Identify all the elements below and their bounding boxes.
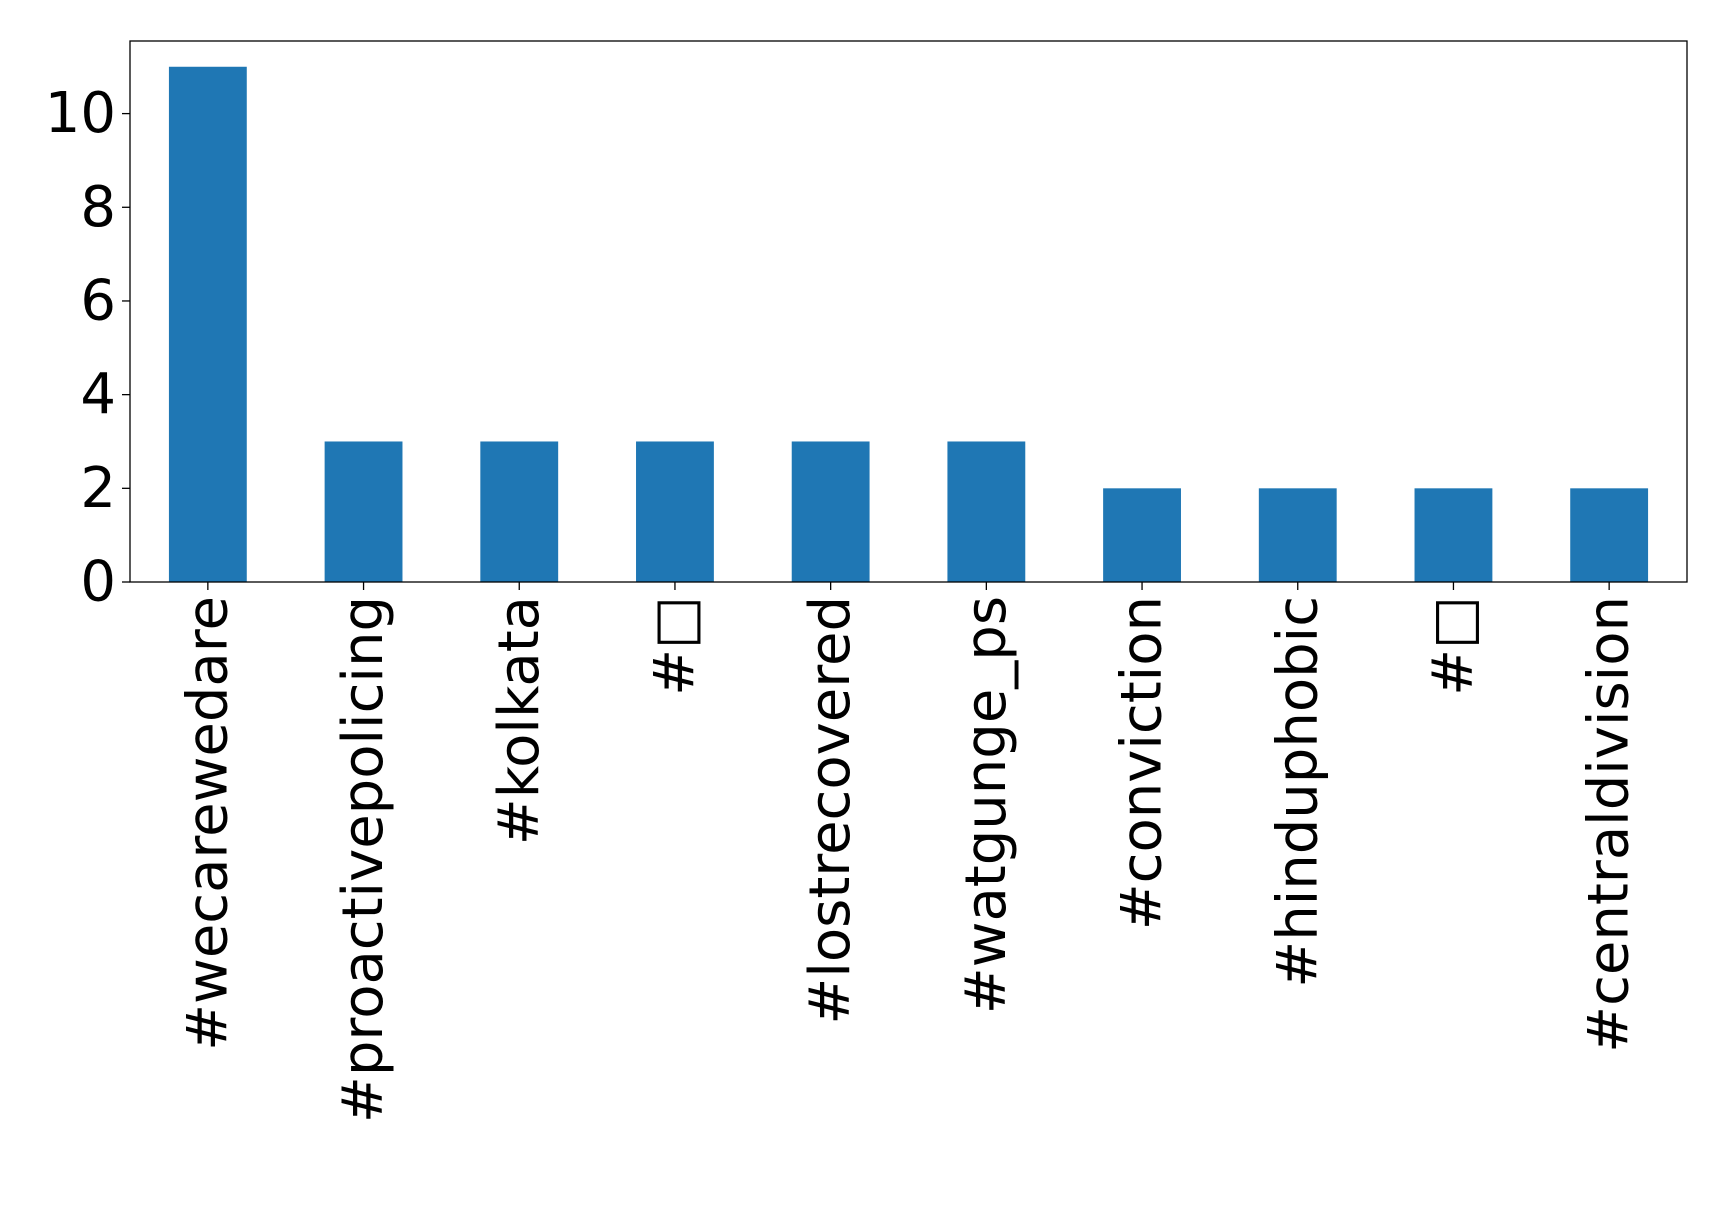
bars-layer: [168, 66, 1649, 582]
x-tick-label: #□: [642, 596, 707, 696]
bar: [480, 441, 559, 582]
plot-frame: [129, 40, 1688, 583]
y-tick-label: 2: [80, 456, 116, 521]
y-tick-label: 10: [45, 81, 116, 146]
bar: [1570, 488, 1649, 582]
x-tick-label: #lostrecovered: [798, 596, 863, 1025]
bar: [947, 441, 1026, 582]
bar: [636, 441, 714, 582]
x-tick-label: #wecarewedare: [175, 596, 240, 1051]
bar: [324, 441, 403, 582]
bar: [1258, 488, 1337, 582]
x-axis: #wecarewedare #proactivepolicing #kolkata #…: [175, 582, 1642, 1123]
bar: [1103, 488, 1181, 582]
y-tick-label: 8: [80, 175, 116, 240]
x-tick-label: #centraldivision: [1577, 596, 1642, 1053]
bar: [791, 441, 870, 582]
x-tick-label: #watgunge_ps: [954, 596, 1019, 1014]
x-tick-label: #proactivepolicing: [331, 596, 396, 1123]
x-tick-label: #kolkata: [487, 596, 552, 845]
x-tick-label: #□: [1421, 596, 1486, 696]
y-axis: 0 2 4 6 8 10: [45, 81, 130, 615]
bar: [168, 66, 247, 582]
x-tick-label: #conviction: [1110, 596, 1175, 930]
y-tick-label: 6: [80, 268, 116, 333]
y-tick-label: 4: [80, 362, 116, 427]
bar: [1414, 488, 1493, 582]
x-tick-label: #hinduphobic: [1265, 596, 1330, 988]
y-tick-label: 0: [80, 550, 116, 615]
